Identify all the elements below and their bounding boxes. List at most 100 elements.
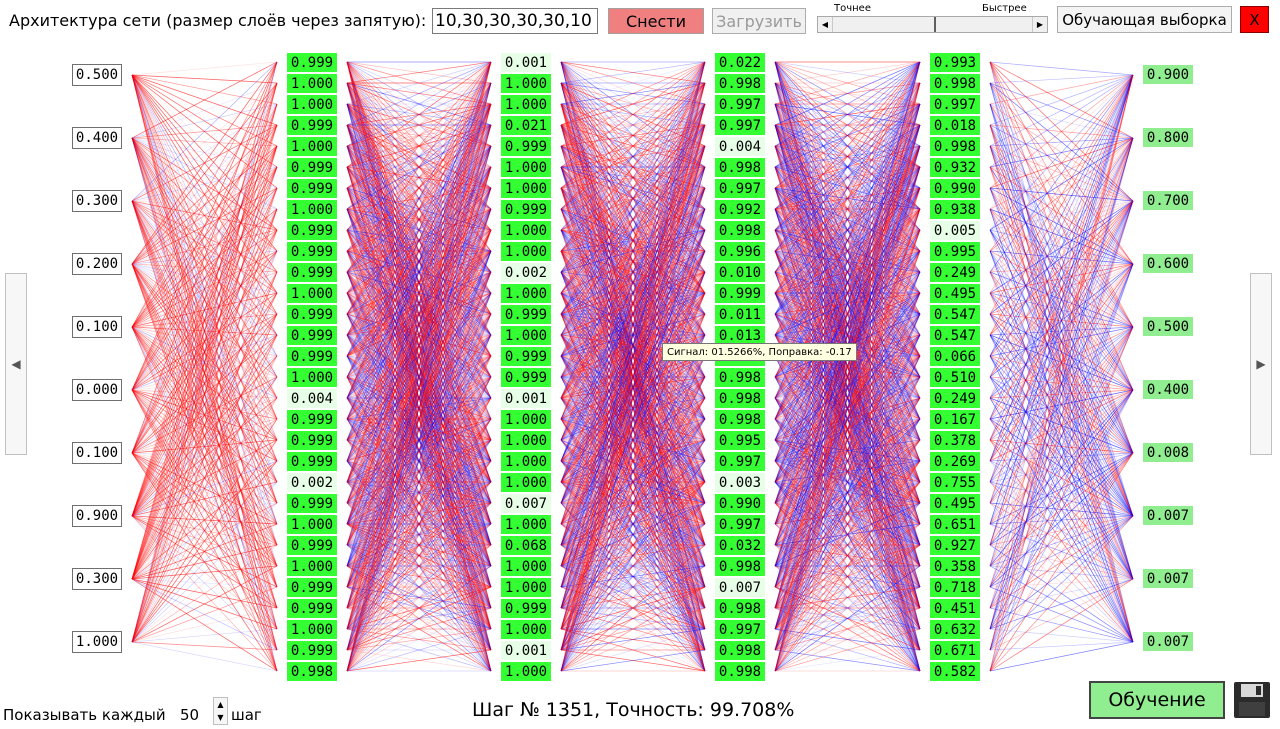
stepper-down-icon[interactable]: ▼ xyxy=(217,713,224,722)
input-neuron[interactable]: 0.900 xyxy=(72,505,122,527)
hidden-neuron: 0.718 xyxy=(930,578,980,597)
hidden-neuron: 0.999 xyxy=(287,116,337,135)
hidden-neuron: 0.010 xyxy=(715,263,765,282)
connection-line xyxy=(560,82,706,378)
connection-line xyxy=(131,74,278,84)
hidden-neuron: 1.000 xyxy=(501,326,551,345)
load-button[interactable]: Загрузить xyxy=(712,8,806,34)
speed-label-accurate: Точнее xyxy=(834,3,871,14)
connection-line xyxy=(131,82,278,517)
connection-line xyxy=(346,61,492,588)
connection-line xyxy=(346,355,492,672)
hidden-neuron: 0.510 xyxy=(930,368,980,387)
connection-line xyxy=(346,250,492,294)
connection-line xyxy=(346,103,492,672)
input-neuron[interactable]: 1.000 xyxy=(72,631,122,653)
speed-slider-thumb[interactable] xyxy=(934,17,936,32)
connection-line xyxy=(131,103,278,202)
hidden-neuron: 0.032 xyxy=(715,536,765,555)
connection-line xyxy=(131,61,278,580)
connection-line xyxy=(560,103,706,315)
hidden-neuron: 0.004 xyxy=(715,137,765,156)
input-neuron[interactable]: 0.500 xyxy=(72,64,122,86)
close-button[interactable]: X xyxy=(1240,6,1269,33)
output-neuron: 0.900 xyxy=(1143,65,1193,84)
connection-line xyxy=(346,124,492,525)
connection-line xyxy=(346,376,492,588)
hidden-neuron: 1.000 xyxy=(501,179,551,198)
architecture-input[interactable] xyxy=(432,8,598,34)
connection-line xyxy=(346,460,492,651)
connection-line xyxy=(560,124,706,252)
connection-line xyxy=(346,397,492,672)
train-button[interactable]: Обучение xyxy=(1089,681,1225,719)
hidden-neuron: 0.998 xyxy=(287,662,337,681)
connection-line xyxy=(346,166,492,189)
connection-line xyxy=(346,61,492,189)
scroll-right-icon[interactable]: ▶ xyxy=(1032,17,1047,32)
input-neuron[interactable]: 0.300 xyxy=(72,568,122,590)
connection-line xyxy=(346,607,492,672)
connection-line xyxy=(346,628,492,651)
hidden-neuron: 0.998 xyxy=(930,137,980,156)
connection-line xyxy=(131,103,278,391)
hidden-neuron: 0.932 xyxy=(930,158,980,177)
arrow-right-icon[interactable]: ▶ xyxy=(1250,273,1272,455)
connection-line xyxy=(346,250,492,672)
floppy-disk-icon[interactable] xyxy=(1233,681,1271,719)
connection-line xyxy=(346,376,492,672)
connection-line xyxy=(131,641,278,672)
input-neuron[interactable]: 0.000 xyxy=(72,379,122,401)
hidden-neuron: 0.021 xyxy=(501,116,551,135)
connection-line xyxy=(131,145,278,391)
connection-line xyxy=(346,82,492,189)
connection-line xyxy=(346,124,492,420)
connection-line xyxy=(131,334,278,643)
connection-line xyxy=(131,187,278,580)
hidden-neuron: 0.999 xyxy=(287,326,337,345)
connection-line xyxy=(560,61,706,105)
connection-line xyxy=(131,271,278,643)
hidden-neuron: 0.066 xyxy=(930,347,980,366)
show-every-stepper[interactable]: ▲ ▼ xyxy=(213,697,228,725)
hidden-neuron: 0.269 xyxy=(930,452,980,471)
connection-line xyxy=(346,187,492,672)
hidden-neuron: 0.999 xyxy=(287,179,337,198)
connection-line xyxy=(560,82,706,126)
scroll-left-icon[interactable]: ◀ xyxy=(818,17,833,32)
connection-line xyxy=(346,61,492,546)
input-neuron[interactable]: 0.300 xyxy=(72,190,122,212)
hidden-neuron: 0.990 xyxy=(715,494,765,513)
connection-line xyxy=(346,460,492,672)
input-neuron[interactable]: 0.200 xyxy=(72,253,122,275)
hidden-neuron: 0.632 xyxy=(930,620,980,639)
input-neuron[interactable]: 0.100 xyxy=(72,316,122,338)
input-neuron[interactable]: 0.400 xyxy=(72,127,122,149)
stepper-up-icon[interactable]: ▲ xyxy=(217,700,224,709)
connection-line xyxy=(131,166,278,391)
connection-line xyxy=(131,103,278,643)
hidden-neuron: 0.998 xyxy=(930,74,980,93)
training-set-button[interactable]: Обучающая выборка xyxy=(1057,6,1232,33)
input-neuron[interactable]: 0.100 xyxy=(72,442,122,464)
connection-line xyxy=(131,586,278,643)
connection-line xyxy=(131,187,278,517)
connection-line xyxy=(346,166,492,651)
reset-button[interactable]: Снести xyxy=(608,8,704,34)
hidden-neuron: 1.000 xyxy=(287,284,337,303)
hidden-neuron: 0.992 xyxy=(715,200,765,219)
connection-line xyxy=(131,313,278,643)
connection-line xyxy=(131,82,278,139)
hidden-neuron: 0.011 xyxy=(715,305,765,324)
connection-line xyxy=(131,292,278,580)
connection-line xyxy=(346,460,492,609)
connection-line xyxy=(560,145,706,315)
hidden-neuron: 0.998 xyxy=(715,641,765,660)
hidden-neuron: 0.451 xyxy=(930,599,980,618)
connection-line xyxy=(560,82,706,357)
show-every-value[interactable]: 50 xyxy=(180,706,200,724)
connection-line xyxy=(346,61,492,462)
speed-slider[interactable]: ◀ ▶ xyxy=(817,16,1048,33)
output-neuron: 0.007 xyxy=(1143,632,1193,651)
arrow-left-icon[interactable]: ◀ xyxy=(5,273,27,455)
